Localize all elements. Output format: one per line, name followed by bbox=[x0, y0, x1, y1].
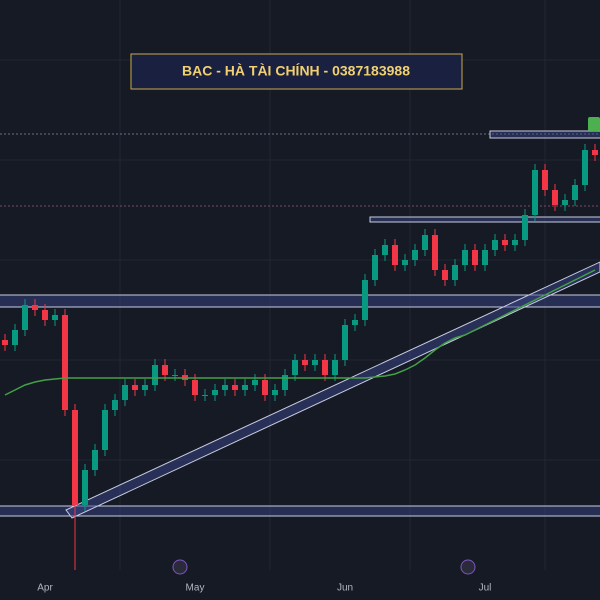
candle-body bbox=[302, 360, 308, 365]
candle-body bbox=[382, 245, 388, 255]
candle-body bbox=[532, 170, 538, 215]
candle-body bbox=[62, 315, 68, 410]
candle-body bbox=[342, 325, 348, 360]
candle-body bbox=[312, 360, 318, 365]
candle-body bbox=[232, 385, 238, 390]
candle-body bbox=[552, 190, 558, 205]
candle-body bbox=[442, 270, 448, 280]
x-tick-label: Apr bbox=[37, 583, 53, 594]
candle-body bbox=[132, 385, 138, 390]
candle-body bbox=[162, 365, 168, 375]
candle-body bbox=[222, 385, 228, 390]
candle-body bbox=[282, 375, 288, 390]
candle-body bbox=[502, 240, 508, 245]
candle-body bbox=[272, 390, 278, 395]
candle-body bbox=[492, 240, 498, 250]
trend-channel bbox=[65, 261, 600, 519]
event-icons bbox=[172, 559, 476, 575]
candle-body bbox=[582, 150, 588, 185]
candle-body bbox=[432, 235, 438, 270]
candle-body bbox=[32, 305, 38, 310]
candle-body bbox=[242, 385, 248, 390]
candle-body bbox=[42, 310, 48, 320]
candle-body bbox=[452, 265, 458, 280]
candle-body bbox=[112, 400, 118, 410]
candle-body bbox=[262, 380, 268, 395]
marker bbox=[588, 117, 600, 131]
candle-body bbox=[92, 450, 98, 470]
candle-body bbox=[22, 305, 28, 330]
candle-body bbox=[362, 280, 368, 320]
moving-average bbox=[4, 269, 596, 396]
candle-body bbox=[572, 185, 578, 200]
zone bbox=[0, 294, 600, 308]
candle-body bbox=[212, 390, 218, 395]
candle-body bbox=[562, 200, 568, 205]
candle-body bbox=[482, 250, 488, 265]
title-banner bbox=[130, 53, 463, 90]
candle-body bbox=[592, 150, 598, 155]
candle-body bbox=[52, 315, 58, 320]
candle-body bbox=[172, 375, 178, 376]
x-tick-label: Jun bbox=[337, 583, 353, 594]
zone bbox=[0, 505, 600, 517]
background-grid bbox=[0, 0, 600, 570]
candle-body bbox=[2, 340, 8, 345]
candle-body bbox=[392, 245, 398, 265]
candle-body bbox=[292, 360, 298, 375]
candle-body bbox=[522, 215, 528, 240]
candle-body bbox=[422, 235, 428, 250]
candle-body bbox=[322, 360, 328, 375]
candle-body bbox=[152, 365, 158, 385]
candle-body bbox=[202, 395, 208, 396]
candle-body bbox=[192, 380, 198, 395]
x-tick-label: May bbox=[186, 583, 205, 594]
candle-body bbox=[472, 250, 478, 265]
candle-body bbox=[12, 330, 18, 345]
candle-body bbox=[462, 250, 468, 265]
candle-body bbox=[542, 170, 548, 190]
candle-body bbox=[102, 410, 108, 450]
candle-body bbox=[82, 470, 88, 505]
plot: Apr May Jun Jul bbox=[2, 144, 598, 594]
zone bbox=[489, 130, 600, 139]
x-tick-label: Jul bbox=[479, 583, 492, 594]
zone bbox=[369, 216, 600, 223]
candle-body bbox=[402, 260, 408, 265]
candle-body bbox=[252, 380, 258, 385]
candle-body bbox=[142, 385, 148, 390]
candle-body bbox=[72, 410, 78, 505]
candle-body bbox=[352, 320, 358, 325]
candle-body bbox=[512, 240, 518, 245]
chart-title: BẠC - HÀ TÀI CHÍNH - 0387183988 bbox=[182, 63, 410, 79]
candle-body bbox=[122, 385, 128, 400]
candle-body bbox=[332, 360, 338, 375]
candle-body bbox=[372, 255, 378, 280]
candle-body bbox=[412, 250, 418, 260]
